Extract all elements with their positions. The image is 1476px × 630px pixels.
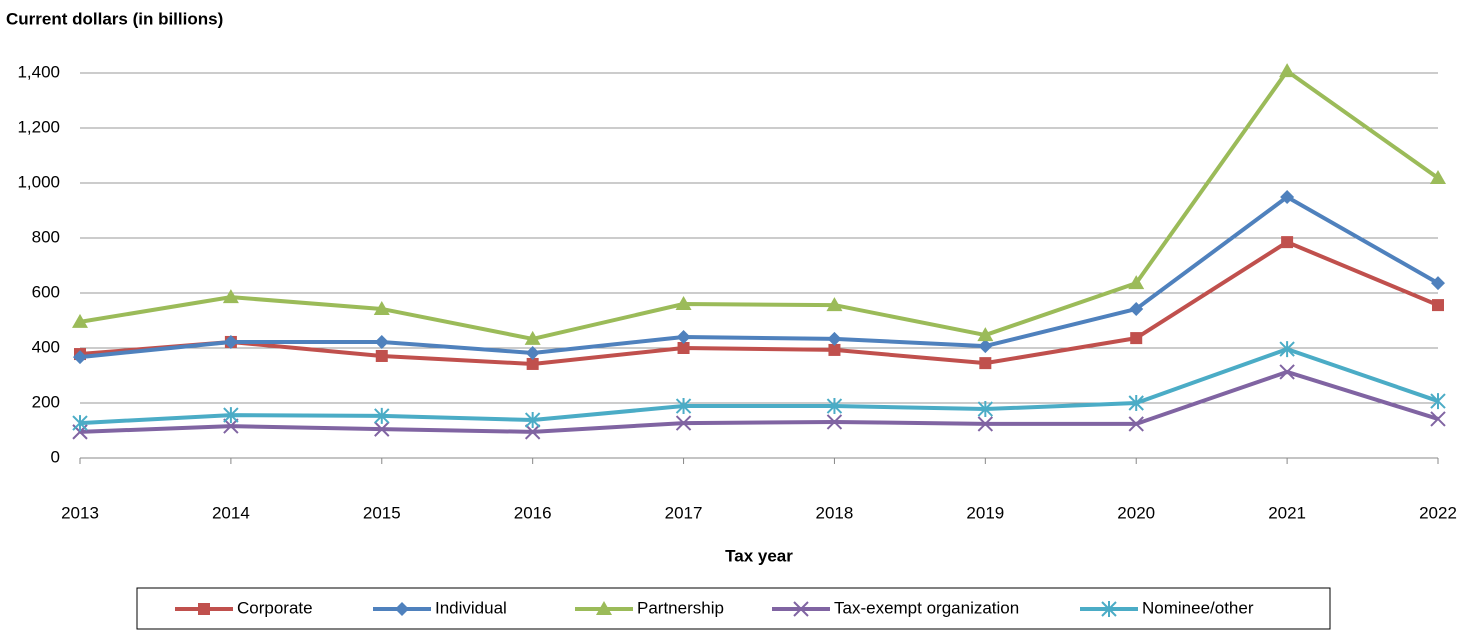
marker bbox=[979, 357, 992, 370]
y-tick-label: 1,000 bbox=[17, 172, 60, 191]
x-tick-label: 2020 bbox=[1117, 503, 1155, 522]
marker bbox=[826, 297, 843, 312]
series-line bbox=[79, 347, 1439, 426]
x-tick-label: 2017 bbox=[665, 503, 703, 522]
marker bbox=[1130, 332, 1143, 345]
marker bbox=[1430, 170, 1446, 185]
marker bbox=[1280, 190, 1295, 205]
marker bbox=[1279, 63, 1296, 78]
legend-label: Tax-exempt organization bbox=[834, 598, 1019, 617]
marker bbox=[677, 342, 690, 354]
y-tick-label: 800 bbox=[32, 227, 60, 246]
marker bbox=[524, 412, 541, 429]
marker bbox=[524, 424, 541, 440]
series-line bbox=[79, 195, 1439, 360]
marker bbox=[373, 300, 390, 315]
marker bbox=[1128, 275, 1145, 290]
marker bbox=[978, 339, 993, 354]
x-axis-title: Tax year bbox=[725, 546, 793, 565]
x-tick-label: 2013 bbox=[61, 503, 99, 522]
x-tick-label: 2014 bbox=[212, 503, 250, 522]
marker bbox=[1129, 301, 1144, 316]
marker bbox=[977, 327, 994, 342]
marker bbox=[1431, 276, 1445, 291]
marker bbox=[1279, 364, 1295, 380]
marker bbox=[1128, 416, 1144, 432]
marker bbox=[524, 330, 541, 345]
marker bbox=[675, 296, 692, 310]
series-line bbox=[79, 69, 1440, 341]
marker bbox=[374, 407, 390, 424]
marker bbox=[676, 330, 691, 344]
x-tick-label: 2015 bbox=[363, 503, 401, 522]
x-tick-label: 2019 bbox=[966, 503, 1004, 522]
marker bbox=[675, 415, 692, 431]
marker bbox=[72, 313, 88, 328]
y-tick-label: 1,200 bbox=[17, 117, 60, 136]
marker bbox=[198, 603, 210, 615]
marker bbox=[1281, 236, 1294, 249]
marker bbox=[374, 334, 389, 349]
series-line bbox=[79, 369, 1439, 434]
x-tick-label: 2021 bbox=[1268, 503, 1306, 522]
marker bbox=[223, 418, 239, 434]
legend-label: Individual bbox=[435, 598, 507, 617]
marker bbox=[596, 601, 612, 615]
y-tick-label: 400 bbox=[32, 337, 60, 356]
marker bbox=[977, 416, 994, 432]
series-line bbox=[79, 240, 1439, 366]
marker bbox=[977, 401, 994, 418]
y-tick-label: 600 bbox=[32, 282, 60, 301]
marker bbox=[223, 334, 238, 349]
marker bbox=[826, 398, 843, 415]
marker bbox=[395, 602, 409, 616]
marker bbox=[72, 415, 88, 432]
marker bbox=[223, 407, 239, 424]
legend-label: Nominee/other bbox=[1142, 598, 1254, 617]
legend-label: Partnership bbox=[637, 598, 724, 617]
marker bbox=[525, 345, 540, 360]
marker bbox=[827, 331, 842, 346]
marker bbox=[675, 398, 692, 415]
marker bbox=[1432, 299, 1444, 312]
marker bbox=[1430, 411, 1446, 427]
marker bbox=[222, 289, 239, 304]
legend-label: Corporate bbox=[237, 598, 313, 617]
marker bbox=[793, 601, 809, 617]
y-tick-label: 1,400 bbox=[17, 62, 60, 81]
marker bbox=[73, 350, 87, 365]
marker bbox=[826, 414, 843, 430]
marker bbox=[526, 357, 539, 370]
marker bbox=[828, 343, 841, 356]
x-tick-label: 2018 bbox=[816, 503, 854, 522]
marker bbox=[1101, 601, 1117, 617]
legend-box bbox=[136, 587, 1331, 630]
y-axis-title: Current dollars (in billions) bbox=[6, 9, 223, 28]
x-tick-label: 2022 bbox=[1419, 503, 1457, 522]
marker bbox=[1279, 341, 1295, 358]
y-tick-label: 200 bbox=[32, 392, 60, 411]
marker bbox=[374, 421, 390, 437]
marker bbox=[1430, 393, 1446, 410]
marker bbox=[1128, 395, 1144, 411]
x-tick-label: 2016 bbox=[514, 503, 552, 522]
marker bbox=[375, 349, 388, 362]
y-tick-label: 0 bbox=[51, 447, 60, 466]
